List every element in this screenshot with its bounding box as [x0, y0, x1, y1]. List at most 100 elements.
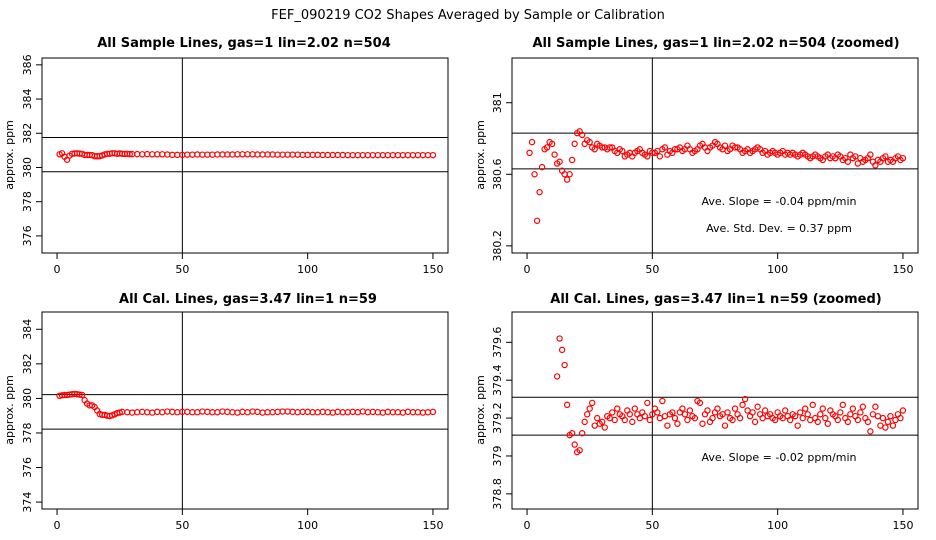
data-point	[721, 142, 729, 149]
data-point	[857, 409, 864, 416]
x-tick-label: 150	[892, 263, 913, 276]
data-point	[294, 409, 301, 416]
data-point	[849, 405, 857, 412]
data-point	[751, 418, 759, 426]
y-tick-label: 382	[21, 123, 34, 144]
data-point	[681, 411, 689, 418]
y-tick-label: 384	[21, 319, 34, 340]
data-point	[839, 401, 847, 409]
data-point	[664, 422, 671, 429]
annotation-slope: Ave. Slope = -0.04 ppm/min	[702, 195, 857, 208]
panel-sample-lines: All Sample Lines, gas=1 lin=2.02 n=504 a…	[3, 36, 449, 276]
data-point	[899, 154, 907, 162]
data-point	[324, 409, 331, 416]
data-point	[274, 408, 281, 416]
data-point	[854, 416, 862, 424]
data-point	[154, 408, 161, 416]
data-point	[126, 150, 133, 158]
data-point	[786, 416, 794, 424]
data-point	[804, 411, 811, 418]
y-tick-label: 379.4	[491, 364, 504, 396]
plot-frame	[511, 311, 919, 510]
y-tick-label: 379.2	[491, 402, 504, 434]
y-tick-label: 378	[21, 422, 34, 443]
data-point	[621, 416, 628, 424]
data-point	[379, 409, 387, 416]
data-point	[731, 405, 739, 412]
data-point	[364, 409, 372, 416]
data-point	[244, 409, 251, 416]
data-point	[837, 409, 844, 416]
figure-title: FEF_090219 CO2 Shapes Averaged by Sample…	[271, 8, 665, 23]
data-point	[631, 405, 639, 412]
data-point	[144, 409, 151, 416]
data-point	[669, 409, 676, 416]
data-point	[817, 411, 824, 418]
x-tick-label: 0	[54, 263, 61, 276]
data-point	[159, 409, 166, 416]
data-point	[384, 408, 392, 416]
y-tick-label: 376	[21, 457, 34, 478]
x-tick-label: 150	[422, 263, 443, 276]
data-point	[571, 441, 578, 448]
data-point	[794, 422, 801, 429]
data-point	[229, 409, 236, 416]
data-point	[566, 171, 573, 178]
data-point	[809, 401, 816, 409]
y-tick-label: 380.6	[491, 159, 504, 191]
data-point	[259, 409, 266, 416]
plot-marks: 0 50 100 150 374 376 378 380 382 384	[21, 312, 448, 532]
annotation-std-dev: Ave. Std. Dev. = 0.37 ppm	[706, 222, 852, 235]
data-point	[749, 409, 756, 416]
data-point	[558, 346, 566, 354]
x-tick-label: 150	[422, 519, 443, 532]
data-point	[887, 412, 894, 420]
data-point	[661, 144, 669, 151]
data-point	[369, 408, 377, 416]
data-point	[424, 409, 432, 416]
data-point	[374, 409, 382, 416]
data-point	[684, 416, 691, 424]
plot-frame	[511, 57, 919, 254]
data-point	[867, 428, 874, 435]
y-axis-label: approx. ppm	[474, 375, 487, 445]
data-point	[254, 408, 261, 416]
y-tick-label: 381	[491, 92, 504, 113]
data-point	[359, 408, 366, 415]
annotation-slope: Ave. Slope = -0.02 ppm/min	[702, 451, 857, 464]
data-point	[561, 361, 568, 369]
data-point	[334, 408, 341, 416]
data-point	[149, 409, 156, 416]
data-point	[822, 414, 829, 422]
data-point	[814, 418, 821, 426]
data-point	[199, 408, 206, 415]
y-tick-label: 382	[21, 353, 34, 374]
data-point	[526, 149, 533, 157]
y-tick-label: 376	[21, 225, 34, 246]
data-point	[568, 430, 576, 437]
x-tick-label: 0	[524, 263, 531, 276]
data-point	[124, 409, 131, 416]
data-point	[671, 414, 679, 422]
data-point	[882, 153, 889, 160]
data-point	[729, 416, 736, 424]
x-tick-label: 100	[297, 519, 318, 532]
data-point	[429, 408, 437, 416]
plot-marks: 0 50 100 150 380.2 380.6 381	[491, 58, 918, 276]
plot-marks: 0 50 100 150 378.8 379 379.2 379.4 379.6	[491, 312, 918, 532]
data-point	[799, 414, 806, 422]
y-tick-label: 374	[21, 492, 34, 513]
y-tick-label: 384	[21, 89, 34, 110]
x-tick-label: 50	[645, 519, 659, 532]
data-point	[349, 408, 356, 416]
panel-sample-lines-zoomed: All Sample Lines, gas=1 lin=2.02 n=504 (…	[474, 36, 919, 276]
data-point	[644, 153, 651, 160]
data-point	[897, 414, 904, 422]
data-point	[724, 409, 731, 416]
data-point	[864, 418, 872, 426]
data-point	[721, 422, 729, 429]
data-point	[614, 405, 621, 412]
panel-title: All Sample Lines, gas=1 lin=2.02 n=504	[97, 36, 391, 51]
data-point	[571, 140, 578, 148]
x-tick-label: 100	[297, 263, 318, 276]
